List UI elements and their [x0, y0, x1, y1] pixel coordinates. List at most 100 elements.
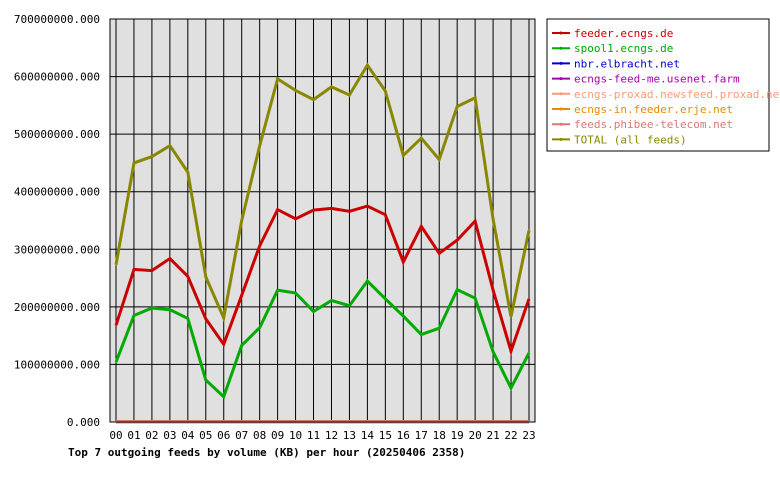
data-point: [312, 310, 315, 313]
data-point: [151, 307, 153, 309]
data-point: [241, 219, 243, 222]
x-tick-label: 15: [379, 429, 392, 442]
chart-title: Top 7 outgoing feeds by volume (KB) per …: [68, 446, 465, 459]
x-tick-label: 14: [361, 429, 375, 442]
legend-label: feeds.phibee-telecom.net: [574, 118, 733, 131]
data-point: [456, 239, 458, 241]
y-tick-label: 200000000.000: [14, 301, 100, 314]
data-point: [420, 137, 422, 139]
x-tick-label: 20: [469, 429, 482, 442]
data-point: [456, 105, 458, 108]
series-line: [114, 62, 531, 323]
data-point: [205, 379, 207, 381]
legend-marker: [559, 137, 563, 141]
data-point: [492, 289, 494, 291]
x-tick-labels: 00 01 02 03 04 05 06 07 08 09 10 11 12 13 14 15 16 17 18 19…: [109, 429, 535, 442]
y-tick-labels: 0.000 100000000.000 200000000.000 300000000…: [14, 13, 100, 429]
y-tick-label: 300000000.000: [14, 243, 100, 256]
y-tick-label: 400000000.000: [14, 186, 100, 199]
data-point: [151, 269, 153, 272]
legend-label: ecngs-feed-me.usenet.farm: [574, 73, 740, 86]
legend-label: ecngs-proxad.newsfeed.proxad.net: [574, 88, 780, 101]
data-point: [348, 94, 351, 96]
data-point: [277, 289, 279, 291]
legend-marker: [559, 77, 563, 81]
x-tick-label: 18: [433, 429, 446, 442]
data-point: [420, 225, 422, 227]
data-point: [438, 252, 440, 254]
data-point: [384, 90, 386, 92]
x-tick-label: 05: [199, 429, 212, 442]
legend-label: spool1.ecngs.de: [574, 42, 673, 55]
legend-label: feeder.ecngs.de: [574, 27, 673, 40]
data-point: [169, 257, 171, 260]
data-point: [223, 317, 225, 319]
data-point: [115, 361, 117, 363]
x-tick-label: 23: [522, 429, 535, 442]
plot-background: [110, 19, 535, 422]
data-point: [366, 205, 368, 207]
data-point: [115, 324, 117, 326]
legend-marker: [559, 46, 563, 50]
data-point: [205, 276, 207, 278]
data-point: [241, 294, 243, 296]
data-point: [133, 162, 135, 164]
data-point: [277, 78, 279, 80]
series-line: [114, 204, 531, 357]
y-tick-label: 500000000.000: [14, 128, 100, 141]
data-point: [402, 261, 404, 263]
data-point: [187, 171, 189, 173]
data-point: [348, 305, 351, 307]
data-point: [348, 210, 351, 212]
data-point: [241, 344, 243, 347]
legend: feeder.ecngs.de spool1.ecngs.de nbr.elbrac…: [546, 18, 780, 152]
x-tick-label: 11: [307, 429, 320, 442]
data-point: [528, 229, 530, 231]
legend-marker: [559, 122, 563, 126]
data-point: [474, 97, 476, 99]
data-point: [384, 298, 386, 300]
data-point: [133, 314, 135, 317]
data-point: [510, 350, 512, 352]
data-point: [330, 299, 333, 302]
data-point: [420, 333, 422, 336]
data-point: [187, 317, 189, 319]
x-tick-label: 00: [109, 429, 122, 442]
legend-label: nbr.elbracht.net: [574, 57, 680, 70]
legend-marker: [559, 107, 563, 111]
legend-box: [546, 18, 770, 152]
x-tick-label: 13: [343, 429, 356, 442]
y-tick-label: 700000000.000: [14, 13, 100, 26]
x-tick-label: 02: [145, 429, 158, 442]
data-point: [115, 264, 117, 266]
data-point: [151, 155, 153, 158]
x-tick-label: 21: [486, 429, 499, 442]
legend-label: ecngs-in.feeder.erje.net: [574, 103, 733, 116]
x-tick-label: 07: [235, 429, 248, 442]
legend-label: TOTAL (all feeds): [574, 133, 687, 146]
x-tick-label: 17: [415, 429, 428, 442]
data-point: [474, 220, 476, 222]
x-tick-label: 04: [181, 429, 195, 442]
x-tick-label: 01: [127, 429, 140, 442]
y-tick-label: 600000000.000: [14, 71, 100, 84]
legend-marker: [559, 61, 563, 65]
data-point: [277, 208, 279, 211]
data-point: [312, 99, 315, 101]
data-point: [456, 288, 458, 291]
data-point: [438, 158, 440, 161]
data-point: [492, 218, 494, 220]
data-point: [528, 298, 530, 300]
series-line: [114, 278, 531, 400]
data-point: [330, 207, 333, 210]
data-point: [492, 351, 494, 353]
x-tick-label: 22: [504, 429, 517, 442]
x-tick-label: 06: [217, 429, 230, 442]
data-point: [187, 275, 189, 277]
data-point: [259, 326, 261, 329]
legend-marker: [559, 31, 563, 35]
x-tick-label: 19: [451, 429, 464, 442]
data-point: [169, 309, 171, 311]
data-point: [366, 64, 368, 66]
